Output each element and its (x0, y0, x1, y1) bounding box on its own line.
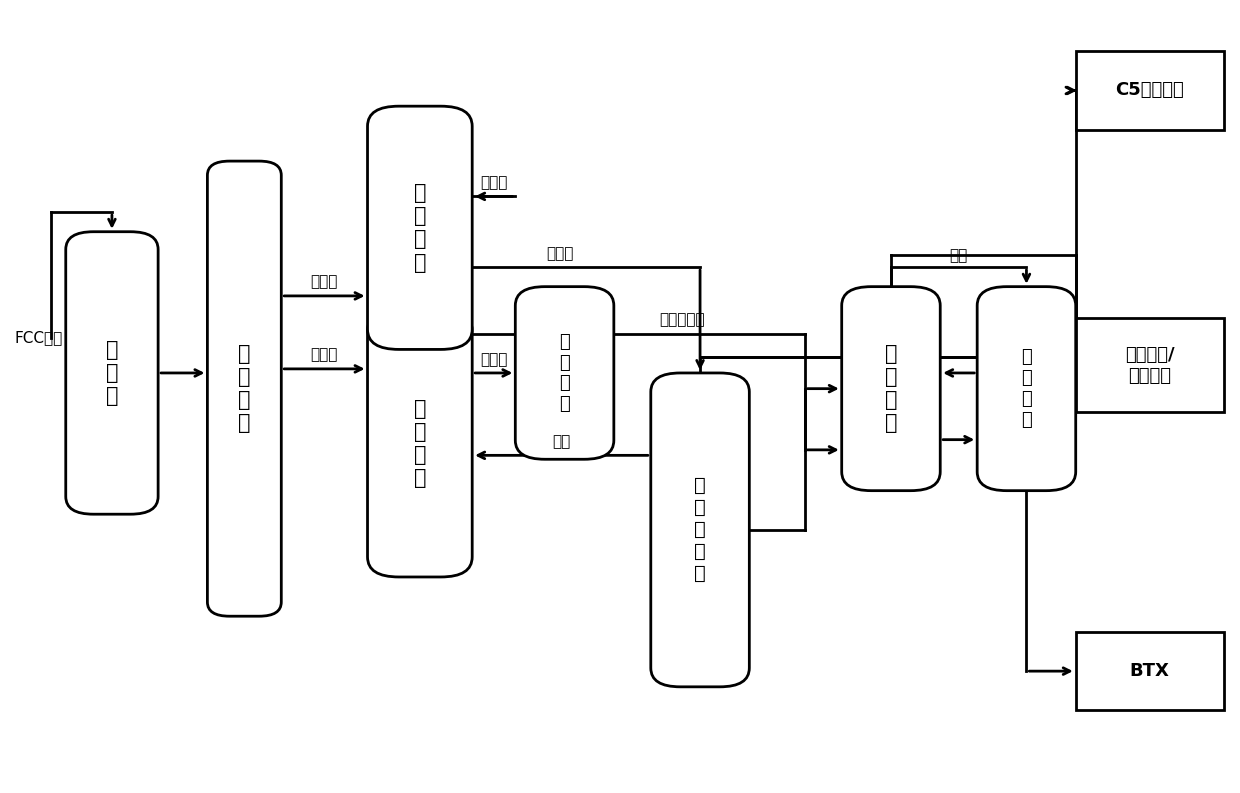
FancyBboxPatch shape (207, 161, 281, 616)
Text: 萃
取
精
馏: 萃 取 精 馏 (884, 344, 898, 434)
Text: C5综合利用: C5综合利用 (1115, 82, 1184, 99)
FancyBboxPatch shape (1076, 52, 1224, 130)
FancyBboxPatch shape (842, 286, 940, 491)
FancyBboxPatch shape (516, 286, 614, 459)
Text: 加
氢
脱
硫: 加 氢 脱 硫 (414, 183, 427, 273)
Text: 溶
剂
萃
取: 溶 剂 萃 取 (414, 399, 427, 488)
Text: 预
加
氢: 预 加 氢 (105, 339, 118, 406)
Text: 缓
和
芳
构
化: 缓 和 芳 构 化 (694, 477, 706, 584)
Text: 轻烯: 轻烯 (950, 248, 968, 263)
Text: 富硫油: 富硫油 (480, 175, 507, 190)
FancyBboxPatch shape (66, 232, 159, 514)
Text: 轻
烯
回
收: 轻 烯 回 收 (1021, 348, 1032, 429)
Text: 乙烯原料/
汽油组分: 乙烯原料/ 汽油组分 (1125, 346, 1174, 385)
FancyBboxPatch shape (367, 310, 472, 577)
FancyBboxPatch shape (367, 106, 472, 350)
FancyBboxPatch shape (1076, 632, 1224, 711)
FancyBboxPatch shape (651, 373, 749, 687)
Text: 脱硫重馏分: 脱硫重馏分 (658, 312, 704, 328)
Text: 萃余油: 萃余油 (547, 246, 574, 261)
Text: 轻
烯
回
收: 轻 烯 回 收 (559, 333, 570, 413)
FancyBboxPatch shape (1076, 318, 1224, 412)
Text: BTX: BTX (1130, 662, 1169, 680)
Text: 轻馏分: 轻馏分 (311, 347, 339, 362)
Text: 重馏分: 重馏分 (311, 274, 339, 289)
Text: FCC汽油: FCC汽油 (14, 330, 62, 345)
Text: 萃取油: 萃取油 (480, 351, 507, 366)
FancyBboxPatch shape (977, 286, 1076, 491)
Text: 轻烯: 轻烯 (552, 434, 570, 449)
Text: 蒸
馏
切
割: 蒸 馏 切 割 (238, 344, 250, 434)
